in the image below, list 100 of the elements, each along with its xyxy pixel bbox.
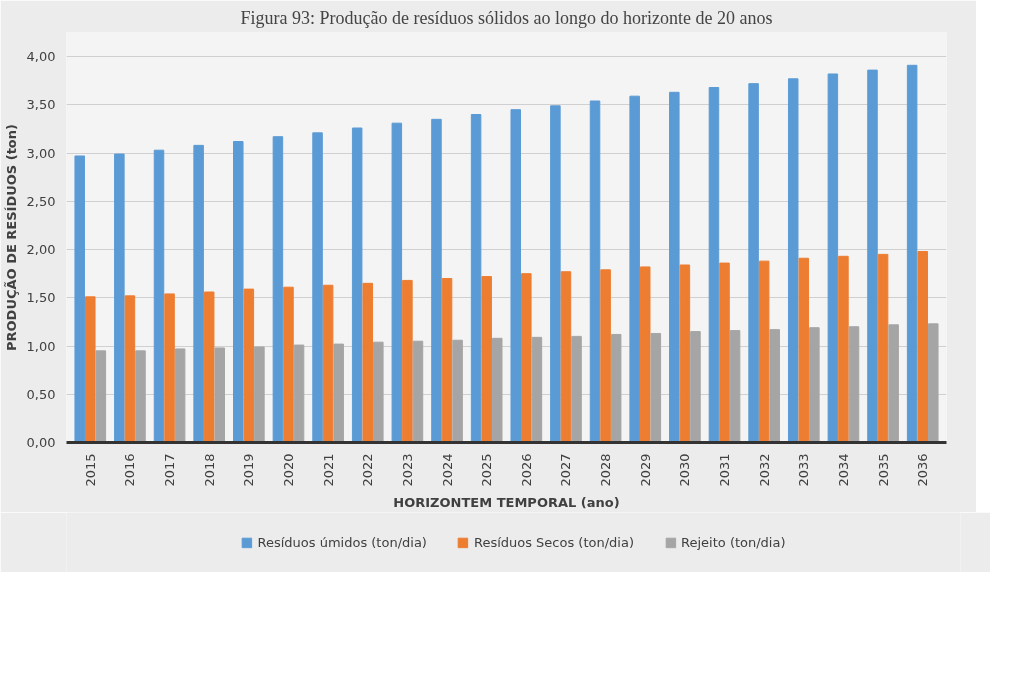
bar bbox=[412, 340, 424, 443]
x-tick-label: 2025 bbox=[479, 453, 495, 487]
bar bbox=[322, 284, 334, 443]
bar bbox=[679, 264, 691, 443]
bar bbox=[85, 296, 96, 443]
bar bbox=[888, 324, 899, 443]
legend-label: Resíduos Secos (ton/dia) bbox=[473, 534, 635, 550]
y-tick-label: 3,50 bbox=[26, 97, 56, 113]
bar bbox=[629, 95, 640, 443]
bar bbox=[848, 326, 860, 443]
bar bbox=[708, 86, 720, 443]
bar bbox=[233, 141, 244, 443]
bar bbox=[491, 337, 503, 443]
bar bbox=[431, 118, 442, 443]
x-tick-label: 2028 bbox=[598, 453, 614, 487]
bar bbox=[135, 350, 146, 443]
x-tick-label: 2026 bbox=[518, 453, 534, 487]
bar bbox=[838, 255, 849, 443]
bar bbox=[600, 269, 611, 443]
bar bbox=[521, 273, 532, 443]
x-tick-label: 2035 bbox=[875, 453, 891, 487]
x-tick-label: 2029 bbox=[637, 453, 653, 487]
bar bbox=[798, 257, 810, 443]
x-tick-label: 2033 bbox=[796, 453, 812, 487]
bar bbox=[867, 69, 878, 443]
bar bbox=[809, 327, 820, 443]
bar bbox=[758, 260, 770, 443]
bar bbox=[928, 323, 939, 443]
bar bbox=[214, 347, 226, 443]
x-tick-label: 2017 bbox=[162, 453, 178, 487]
bar bbox=[719, 262, 730, 443]
x-tick-label: 2022 bbox=[360, 453, 376, 487]
bar bbox=[95, 350, 107, 443]
y-tick-label: 2,50 bbox=[26, 193, 56, 209]
y-tick-label: 0,50 bbox=[26, 386, 56, 402]
bar bbox=[510, 109, 522, 443]
y-tick-label: 1,00 bbox=[26, 338, 56, 354]
x-axis-title: HORIZONTEM TEMPORAL (ano) bbox=[393, 494, 620, 510]
bar bbox=[153, 149, 165, 443]
bar bbox=[560, 271, 572, 443]
x-tick-label: 2030 bbox=[677, 453, 693, 487]
bar bbox=[114, 153, 125, 443]
bar bbox=[272, 136, 284, 443]
bar bbox=[312, 132, 323, 443]
bar bbox=[174, 348, 186, 443]
y-tick-label: 0,00 bbox=[26, 435, 56, 450]
bar bbox=[639, 266, 651, 443]
bar bbox=[362, 282, 374, 443]
x-tick-label: 2034 bbox=[835, 453, 851, 487]
legend-label: Resíduos úmidos (ton/dia) bbox=[257, 534, 427, 550]
x-tick-label: 2016 bbox=[122, 453, 138, 487]
bar bbox=[787, 78, 799, 443]
x-tick-label: 2024 bbox=[439, 453, 455, 487]
bar bbox=[293, 344, 305, 443]
chart-title: Figura 93: Produção de resíduos sólidos ao longo do horizonte de 20 anos bbox=[240, 7, 773, 28]
bar bbox=[351, 127, 363, 443]
x-tick-label: 2020 bbox=[280, 453, 296, 487]
bar bbox=[729, 330, 741, 443]
bar bbox=[441, 278, 453, 443]
bar bbox=[74, 155, 85, 443]
y-tick-label: 3,00 bbox=[26, 145, 56, 161]
bar bbox=[164, 293, 175, 443]
bar bbox=[650, 332, 662, 443]
bar bbox=[917, 250, 928, 443]
x-tick-label: 2031 bbox=[717, 453, 733, 487]
bar bbox=[571, 335, 582, 443]
bar bbox=[481, 276, 492, 443]
x-tick-label: 2019 bbox=[241, 453, 257, 487]
bar bbox=[333, 343, 344, 443]
bar bbox=[391, 122, 403, 443]
x-tick-label: 2018 bbox=[201, 453, 217, 487]
bar bbox=[254, 346, 265, 443]
bar bbox=[748, 83, 759, 443]
bar bbox=[906, 64, 918, 443]
y-tick-label: 1,50 bbox=[26, 290, 56, 306]
bar bbox=[610, 333, 622, 443]
bar bbox=[283, 286, 294, 443]
bar bbox=[531, 336, 543, 443]
bar bbox=[243, 288, 255, 443]
bar bbox=[877, 253, 889, 443]
bar bbox=[550, 105, 561, 443]
bar bbox=[769, 329, 780, 443]
bar bbox=[402, 279, 413, 443]
bar bbox=[452, 339, 463, 443]
bar bbox=[373, 341, 384, 443]
y-tick-label: 4,00 bbox=[26, 49, 56, 65]
x-tick-label: 2027 bbox=[558, 453, 574, 487]
bar bbox=[203, 291, 215, 443]
legend-label: Rejeito (ton/dia) bbox=[681, 534, 786, 550]
x-tick-label: 2015 bbox=[82, 453, 98, 487]
bar bbox=[193, 144, 204, 443]
bar bbox=[669, 91, 680, 443]
x-tick-label: 2023 bbox=[399, 453, 415, 487]
x-tick-label: 2036 bbox=[915, 453, 931, 487]
bar bbox=[589, 100, 601, 443]
bar bbox=[470, 114, 482, 443]
bar bbox=[124, 295, 136, 443]
x-tick-label: 2021 bbox=[320, 453, 336, 487]
bar bbox=[827, 73, 839, 443]
y-tick-label: 2,00 bbox=[26, 242, 56, 258]
